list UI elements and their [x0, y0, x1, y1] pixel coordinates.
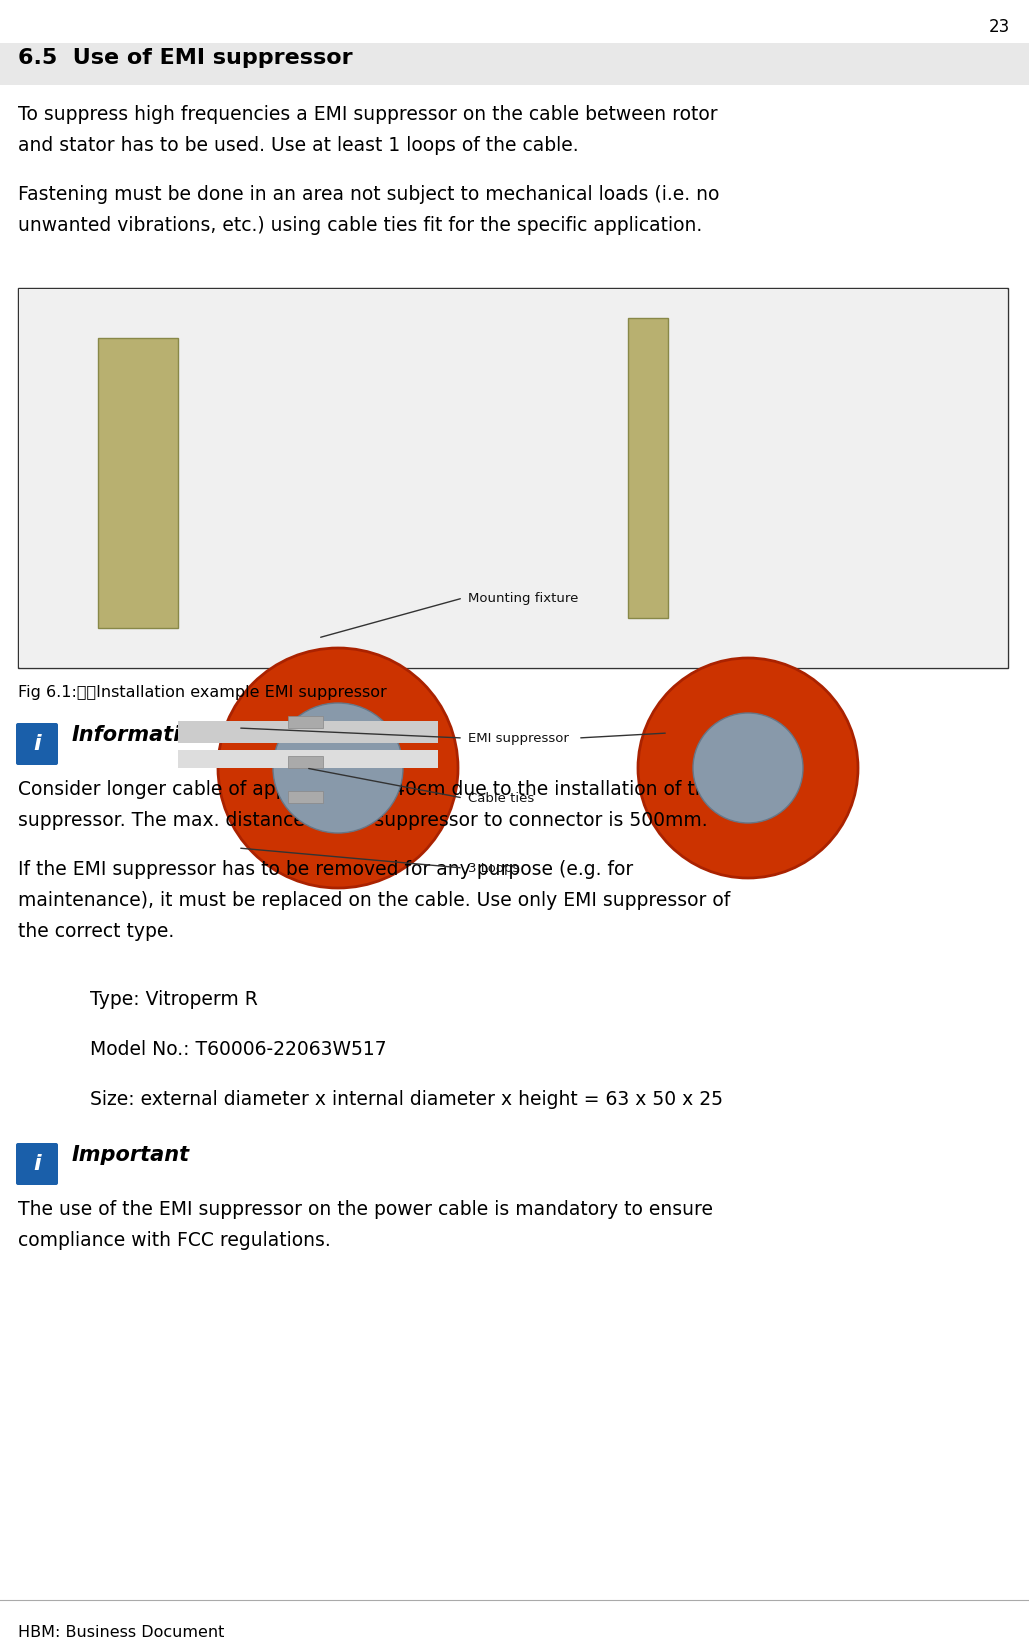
Circle shape	[273, 704, 403, 832]
Text: Mounting fixture: Mounting fixture	[468, 592, 578, 605]
Text: 3 Loops: 3 Loops	[468, 862, 520, 875]
Text: Size: external diameter x internal diameter x height = 63 x 50 x 25: Size: external diameter x internal diame…	[90, 1089, 723, 1109]
FancyBboxPatch shape	[19, 288, 1007, 667]
Text: EMI suppressor: EMI suppressor	[468, 732, 569, 745]
Text: i: i	[33, 1154, 41, 1173]
Text: Important: Important	[72, 1145, 190, 1165]
FancyBboxPatch shape	[16, 723, 58, 765]
FancyBboxPatch shape	[628, 318, 668, 618]
FancyBboxPatch shape	[288, 756, 323, 768]
FancyBboxPatch shape	[17, 288, 1008, 667]
Text: HBM: Business Document: HBM: Business Document	[17, 1625, 224, 1640]
Circle shape	[638, 658, 858, 878]
FancyBboxPatch shape	[16, 1144, 58, 1185]
Circle shape	[218, 648, 458, 888]
FancyBboxPatch shape	[98, 338, 178, 628]
Text: If the EMI suppressor has to be removed for any purpose (e.g. for
maintenance), : If the EMI suppressor has to be removed …	[17, 860, 731, 941]
FancyBboxPatch shape	[0, 43, 1029, 86]
FancyBboxPatch shape	[178, 750, 438, 768]
FancyBboxPatch shape	[288, 791, 323, 803]
Text: The use of the EMI suppressor on the power cable is mandatory to ensure
complian: The use of the EMI suppressor on the pow…	[17, 1200, 713, 1249]
Text: Cable ties: Cable ties	[468, 791, 534, 804]
Text: Fig 6.1:		Installation example EMI suppressor: Fig 6.1: Installation example EMI suppre…	[17, 686, 387, 700]
Text: Type: Vitroperm R: Type: Vitroperm R	[90, 990, 258, 1009]
Text: Information: Information	[72, 725, 211, 745]
Text: Fastening must be done in an area not subject to mechanical loads (i.e. no
unwan: Fastening must be done in an area not su…	[17, 185, 719, 236]
FancyBboxPatch shape	[288, 715, 323, 728]
Text: Consider longer cable of approximately 40cm due to the installation of the EMI
s: Consider longer cable of approximately 4…	[17, 780, 757, 831]
Text: 6.5  Use of EMI suppressor: 6.5 Use of EMI suppressor	[17, 48, 353, 68]
Text: 23: 23	[989, 18, 1010, 36]
Text: Model No.: T60006-22063W517: Model No.: T60006-22063W517	[90, 1040, 387, 1060]
Circle shape	[693, 714, 803, 822]
Text: To suppress high frequencies a EMI suppressor on the cable between rotor
and sta: To suppress high frequencies a EMI suppr…	[17, 105, 717, 155]
FancyBboxPatch shape	[178, 722, 438, 743]
Text: i: i	[33, 733, 41, 755]
